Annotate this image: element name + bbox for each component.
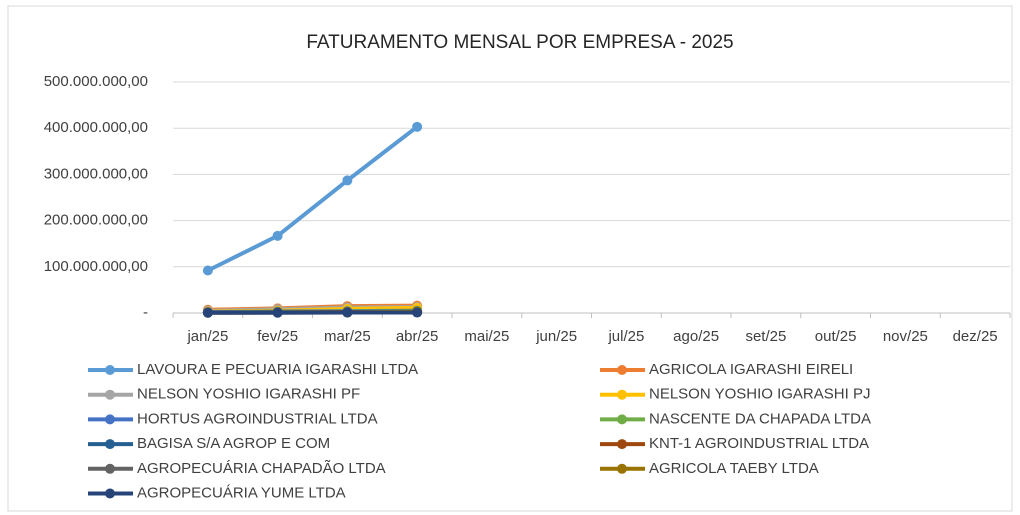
legend-marker: [105, 365, 115, 375]
x-tick-label: jun/25: [535, 328, 577, 345]
y-tick-label: 400.000.000,00: [44, 119, 148, 136]
legend-label: BAGISA S/A AGROP E COM: [137, 435, 330, 452]
x-tick-label: mar/25: [324, 328, 371, 345]
data-point: [202, 265, 213, 276]
legend-marker: [617, 365, 627, 375]
legend-marker: [617, 463, 627, 474]
series-line: [206, 125, 419, 273]
legend-label: KNT-1 AGROINDUSTRIAL LTDA: [649, 435, 869, 452]
x-tick-label: jan/25: [186, 328, 228, 345]
legend-marker: [105, 488, 115, 499]
y-tick-label: 300.000.000,00: [44, 165, 148, 182]
chart-title: FATURAMENTO MENSAL POR EMPRESA - 2025: [306, 32, 733, 53]
legend-marker: [617, 414, 627, 425]
legend-marker: [617, 439, 627, 450]
x-tick-label: set/25: [745, 328, 786, 345]
y-tick-label: -: [143, 304, 148, 321]
legend-marker: [105, 389, 115, 400]
data-point: [412, 121, 423, 132]
legend-marker: [105, 439, 115, 450]
x-tick-label: abr/25: [396, 328, 439, 345]
legend-label: LAVOURA E PECUARIA IGARASHI LTDA: [137, 361, 418, 378]
x-tick-label: dez/25: [953, 328, 998, 345]
x-tick-label: fev/25: [257, 328, 298, 345]
chart-area: [7, 5, 1013, 512]
data-point: [272, 230, 283, 241]
x-tick-label: nov/25: [883, 328, 928, 345]
legend-marker: [105, 414, 115, 425]
legend-marker: [105, 463, 115, 474]
x-tick-label: mai/25: [464, 328, 509, 345]
y-tick-label: 100.000.000,00: [44, 258, 148, 275]
legend-label: NELSON YOSHIO IGARASHI PJ: [649, 386, 870, 403]
x-tick-label: out/25: [815, 328, 857, 345]
y-tick-label: 200.000.000,00: [44, 212, 148, 229]
legend-label: NASCENTE DA CHAPADA LTDA: [649, 410, 871, 427]
y-tick-label: 500.000.000,00: [44, 73, 148, 90]
legend-label: AGRICOLA IGARASHI EIRELI: [649, 361, 853, 378]
data-point: [412, 307, 423, 318]
data-point: [342, 175, 353, 186]
legend-label: AGROPECUÁRIA CHAPADÃO LTDA: [137, 460, 386, 477]
x-tick-label: jul/25: [607, 328, 644, 345]
data-point: [202, 307, 213, 318]
data-point: [342, 307, 353, 318]
legend-label: NELSON YOSHIO IGARASHI PF: [137, 386, 360, 403]
legend-marker: [617, 389, 627, 400]
legend-label: HORTUS AGROINDUSTRIAL LTDA: [137, 410, 378, 427]
x-tick-label: ago/25: [673, 328, 719, 345]
data-point: [272, 307, 283, 318]
legend-label: AGRICOLA TAEBY LTDA: [649, 460, 819, 477]
legend-label: AGROPECUÁRIA YUME LTDA: [137, 484, 346, 501]
